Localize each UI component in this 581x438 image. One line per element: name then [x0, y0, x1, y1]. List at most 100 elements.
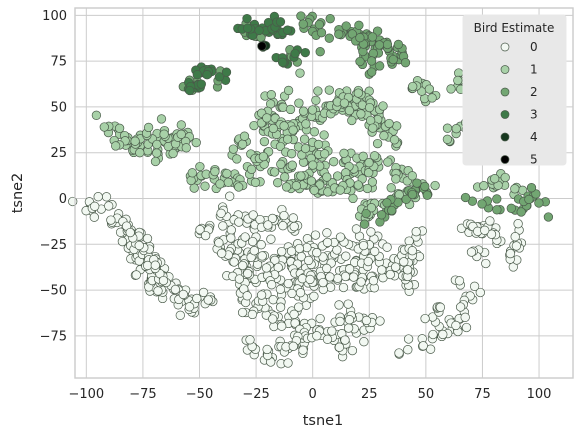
legend-marker	[500, 87, 510, 97]
data-point	[356, 277, 366, 287]
data-point	[322, 172, 332, 182]
data-point	[422, 190, 432, 200]
data-point	[142, 233, 153, 244]
data-point	[365, 115, 376, 126]
data-point	[215, 179, 225, 189]
data-point	[382, 198, 392, 208]
data-point	[256, 240, 266, 250]
data-point	[288, 125, 298, 135]
data-point	[106, 215, 116, 225]
legend-label: 1	[530, 63, 538, 77]
data-point	[178, 289, 188, 300]
data-point	[278, 221, 288, 231]
data-point	[388, 54, 398, 65]
series-5-points	[257, 41, 267, 51]
data-point	[303, 255, 314, 266]
data-point	[382, 242, 392, 252]
data-point	[387, 205, 397, 216]
data-point	[237, 307, 248, 318]
data-point	[275, 302, 286, 312]
data-point	[412, 178, 422, 188]
data-point	[223, 177, 233, 187]
data-point	[91, 110, 102, 120]
data-point	[248, 236, 258, 247]
data-point	[492, 194, 502, 204]
data-point	[275, 141, 286, 152]
data-point	[189, 183, 199, 193]
data-point	[430, 180, 440, 191]
data-point	[400, 58, 411, 68]
data-point	[288, 213, 298, 223]
data-point	[510, 232, 520, 242]
data-point	[294, 243, 305, 254]
data-point	[358, 240, 369, 251]
data-point	[196, 79, 206, 89]
data-point	[524, 194, 534, 205]
legend-label: 2	[530, 85, 538, 99]
data-point	[511, 241, 522, 251]
data-point	[228, 144, 239, 154]
data-point	[343, 323, 354, 333]
data-point	[249, 246, 259, 256]
y-tick-label: 50	[50, 100, 67, 115]
data-point	[424, 84, 435, 94]
data-point	[255, 214, 265, 225]
data-point	[296, 11, 306, 21]
data-point	[152, 139, 162, 150]
data-point	[229, 257, 239, 267]
data-point	[198, 287, 209, 298]
data-point	[325, 272, 335, 282]
data-point	[393, 39, 404, 50]
data-point	[322, 334, 333, 344]
data-point	[378, 101, 388, 111]
data-point	[505, 248, 516, 259]
data-point	[240, 232, 250, 242]
data-point	[455, 302, 466, 312]
data-point	[407, 189, 418, 200]
data-point	[257, 41, 267, 51]
x-tick-label: −50	[186, 387, 213, 402]
data-point	[185, 85, 195, 96]
data-point	[239, 131, 250, 141]
data-point	[355, 56, 365, 67]
data-point	[130, 136, 140, 146]
data-point	[358, 151, 368, 161]
data-point	[475, 287, 485, 298]
data-point	[451, 320, 461, 331]
data-point	[300, 143, 311, 154]
data-point	[451, 124, 461, 134]
data-point	[343, 299, 353, 309]
legend-marker	[500, 110, 510, 119]
x-axis-tick-labels: −100 −75 −50 −25 0 25 50 75 100	[68, 387, 551, 402]
data-point	[334, 300, 344, 310]
data-point	[192, 70, 202, 80]
data-point	[322, 263, 332, 274]
data-point	[218, 221, 228, 231]
data-point	[257, 251, 267, 261]
data-point	[68, 196, 78, 207]
data-point	[534, 198, 544, 208]
data-point	[379, 131, 389, 141]
data-point	[283, 358, 293, 368]
data-point	[259, 136, 270, 147]
data-point	[243, 23, 253, 33]
y-tick-label: −50	[40, 284, 67, 299]
data-point	[262, 344, 272, 355]
data-point	[150, 156, 161, 167]
data-point	[355, 33, 365, 43]
data-point	[268, 295, 278, 305]
data-point	[341, 21, 351, 31]
data-point	[315, 313, 325, 324]
legend-marker	[500, 65, 510, 74]
data-point	[319, 130, 329, 140]
data-point	[364, 102, 375, 113]
data-point	[348, 193, 358, 204]
data-point	[156, 114, 167, 124]
data-point	[287, 160, 297, 170]
data-point	[237, 139, 248, 149]
data-point	[298, 19, 308, 29]
data-point	[299, 134, 310, 144]
data-point	[295, 288, 306, 298]
data-point	[340, 271, 351, 282]
